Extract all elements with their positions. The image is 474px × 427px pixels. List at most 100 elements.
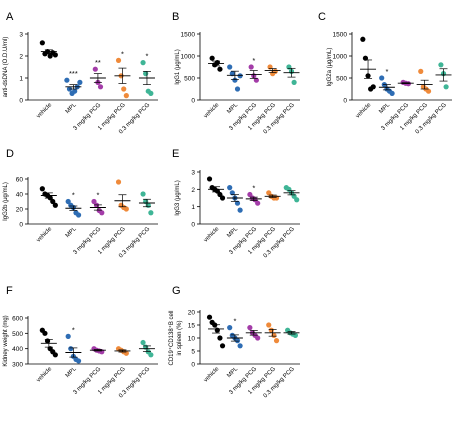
data-point	[255, 335, 261, 341]
y-tick-label: 0	[191, 98, 195, 105]
y-tick-label: 20	[16, 207, 24, 214]
data-point	[227, 185, 233, 191]
panel-letter: F	[6, 285, 13, 297]
data-point	[273, 338, 280, 344]
data-point	[232, 77, 238, 83]
y-tick-label: 300	[12, 362, 23, 369]
data-point	[271, 332, 277, 338]
y-axis-label: Kidney weight (mg)	[3, 315, 9, 366]
series-mpl	[226, 64, 243, 92]
data-point	[115, 57, 122, 64]
data-point	[123, 350, 129, 356]
data-point	[294, 197, 300, 203]
data-point	[68, 346, 74, 352]
data-point	[148, 210, 154, 216]
significance-marker: *	[146, 52, 149, 61]
data-point	[75, 212, 82, 218]
y-tick-label: 500	[184, 76, 195, 83]
data-point	[253, 77, 259, 83]
significance-marker: *	[233, 317, 236, 326]
y-tick-label: 0	[19, 222, 23, 229]
x-tick-label: vehicle	[203, 226, 221, 244]
panel-letter: B	[172, 11, 179, 23]
series-0-3-mg-kg-pcg	[283, 327, 300, 338]
data-point	[255, 200, 261, 206]
y-axis-label: IgG2a (μg/mL)	[327, 48, 333, 87]
y-tick-label: 3	[19, 32, 23, 39]
data-point	[123, 206, 129, 212]
series-1-mg-kg-pcg	[264, 322, 281, 344]
data-point	[219, 195, 226, 201]
data-point	[52, 52, 58, 58]
data-point	[92, 66, 98, 72]
x-tick-label: vehicle	[203, 366, 221, 384]
series-vehicle	[360, 36, 377, 92]
x-tick-label: MPL	[226, 226, 239, 239]
x-tick-label: vehicle	[203, 102, 221, 120]
data-point	[291, 79, 297, 85]
data-point	[268, 327, 274, 333]
y-tick-label: 1500	[333, 32, 348, 39]
data-point	[229, 190, 235, 196]
data-point	[247, 325, 253, 331]
data-point	[292, 332, 299, 338]
y-tick-label: 1000	[333, 54, 348, 61]
significance-marker: *	[72, 325, 75, 334]
data-point	[217, 335, 223, 341]
series-0-3-mg-kg-pcg	[283, 64, 300, 85]
series-vehicle	[39, 40, 58, 59]
y-axis-label: IgG1 (μg/mL)	[175, 49, 181, 84]
series-0-3-mg-kg-pcg	[138, 191, 155, 216]
y-tick-label: 15	[188, 323, 196, 330]
y-tick-label: 40	[16, 192, 24, 199]
data-point	[229, 71, 235, 77]
series-3-mg-kg-pcg	[89, 346, 106, 355]
series-mpl	[226, 185, 243, 213]
data-point	[438, 62, 444, 68]
data-point	[237, 207, 243, 213]
panel-letter: G	[172, 285, 181, 297]
series-0-3-mg-kg-pcg: *	[138, 52, 155, 96]
significance-marker: **	[95, 58, 101, 67]
panel-letter: D	[6, 148, 14, 160]
y-tick-label: 1000	[181, 54, 196, 61]
panel-letter: E	[172, 148, 179, 160]
data-point	[140, 191, 146, 197]
data-point	[65, 333, 71, 339]
series-3-mg-kg-pcg: *	[245, 56, 262, 83]
series-0-3-mg-kg-pcg	[435, 62, 452, 90]
y-tick-label: 20	[188, 310, 196, 317]
data-point	[42, 330, 48, 336]
series-1-mg-kg-pcg	[114, 179, 131, 212]
x-tick-label: vehicle	[355, 102, 373, 120]
significance-marker: *	[252, 56, 255, 65]
significance-marker: *	[121, 49, 124, 58]
data-point	[214, 327, 220, 333]
series-0-3-mg-kg-pcg	[283, 185, 300, 203]
panel-g: G 0 5 10 15 20 CD19⁺CD138⁺B cell in spleen (%) v…	[168, 285, 300, 399]
data-point	[362, 55, 369, 61]
series-vehicle	[39, 186, 58, 208]
data-point	[140, 60, 146, 66]
y-axis-label: IgG3 (μg/mL)	[175, 180, 181, 215]
x-tick-label: MPL	[226, 102, 239, 115]
y-tick-label: 2	[19, 54, 23, 61]
data-point	[248, 64, 254, 70]
data-point	[443, 84, 449, 90]
series-vehicle	[206, 314, 226, 349]
x-tick-label: MPL	[226, 366, 239, 379]
data-point	[97, 84, 104, 90]
series-1-mg-kg-pcg	[264, 64, 281, 77]
y-tick-label: 3	[191, 170, 195, 177]
y-tick-label: 400	[12, 346, 23, 353]
x-tick-label: vehicle	[36, 226, 54, 244]
y-tick-label: 1	[19, 76, 23, 83]
series-1-mg-kg-pcg	[416, 68, 433, 94]
data-point	[39, 40, 45, 46]
